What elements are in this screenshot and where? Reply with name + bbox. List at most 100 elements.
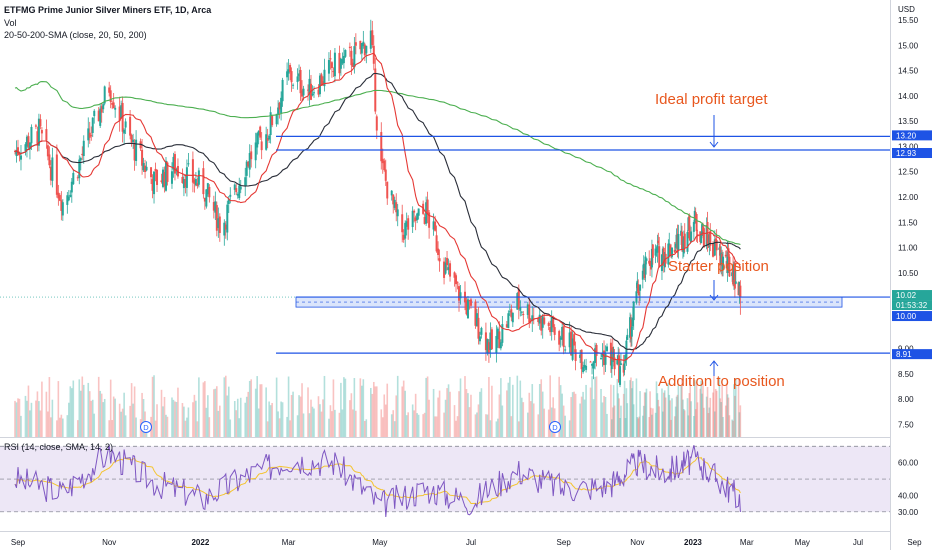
sma-legend[interactable]: 20-50-200-SMA (close, 20, 50, 200) (4, 30, 147, 40)
candle[interactable] (72, 168, 75, 185)
candle[interactable] (495, 325, 498, 363)
candle[interactable] (112, 92, 115, 109)
candle[interactable] (247, 161, 250, 168)
candle[interactable] (677, 224, 680, 259)
candle[interactable] (465, 297, 468, 316)
candle[interactable] (320, 72, 323, 87)
candle[interactable] (411, 206, 414, 233)
candle[interactable] (259, 125, 262, 140)
candle[interactable] (70, 177, 73, 203)
price-axis[interactable]: 7.50 8.00 8.50 9.00 10.50 11.00 11.50 12.00 12.5… (898, 16, 919, 429)
candle[interactable] (490, 327, 493, 350)
candle[interactable] (501, 316, 504, 347)
candle[interactable] (194, 172, 197, 187)
candle[interactable] (275, 113, 278, 127)
candle[interactable] (558, 329, 561, 352)
candle[interactable] (426, 191, 429, 224)
candle[interactable] (573, 332, 576, 353)
candle[interactable] (286, 62, 289, 85)
candle[interactable] (383, 158, 386, 172)
candle[interactable] (214, 191, 217, 221)
candle[interactable] (130, 133, 133, 147)
candle[interactable] (338, 45, 341, 79)
candle[interactable] (606, 343, 609, 352)
candle[interactable] (538, 308, 541, 330)
candle[interactable] (40, 127, 43, 142)
candle[interactable] (733, 260, 736, 298)
candle[interactable] (327, 52, 330, 82)
candle[interactable] (484, 322, 487, 361)
candle[interactable] (688, 213, 691, 241)
candle[interactable] (395, 193, 398, 222)
candle[interactable] (393, 196, 396, 211)
candle[interactable] (244, 167, 247, 197)
candle[interactable] (218, 213, 221, 242)
candle[interactable] (30, 124, 33, 151)
dividend-marker[interactable]: D (140, 421, 152, 433)
candle[interactable] (580, 349, 583, 379)
candle[interactable] (90, 126, 93, 141)
candle[interactable] (362, 30, 365, 49)
candle[interactable] (724, 250, 727, 258)
candle[interactable] (123, 127, 126, 144)
candle[interactable] (76, 175, 79, 181)
candle[interactable] (547, 321, 550, 331)
candle[interactable] (290, 67, 293, 92)
candle[interactable] (235, 184, 238, 195)
candle[interactable] (446, 251, 449, 271)
candle[interactable] (173, 151, 176, 181)
candle[interactable] (175, 167, 178, 176)
candle[interactable] (67, 190, 70, 202)
candle[interactable] (317, 84, 320, 98)
candle[interactable] (380, 122, 383, 170)
annotation-profit-target[interactable]: Ideal profit target (655, 91, 768, 108)
candle[interactable] (301, 80, 304, 102)
candle[interactable] (39, 114, 42, 130)
candle[interactable] (308, 69, 311, 106)
candles[interactable] (14, 19, 742, 388)
candle[interactable] (135, 130, 138, 166)
candle[interactable] (342, 47, 345, 69)
candle[interactable] (323, 58, 326, 92)
candle[interactable] (254, 132, 257, 169)
candle[interactable] (468, 299, 471, 310)
candle[interactable] (19, 145, 22, 171)
candle[interactable] (734, 270, 737, 285)
candle[interactable] (45, 119, 48, 149)
candle[interactable] (109, 85, 112, 109)
candle[interactable] (709, 223, 712, 252)
candle[interactable] (333, 48, 336, 83)
candle[interactable] (202, 161, 205, 199)
candle[interactable] (203, 197, 206, 210)
price-levels[interactable] (0, 135, 890, 354)
candle[interactable] (516, 292, 519, 310)
candle[interactable] (132, 133, 135, 149)
candle[interactable] (351, 58, 354, 68)
candle[interactable] (145, 161, 148, 172)
candle[interactable] (583, 359, 586, 372)
candle[interactable] (257, 130, 260, 145)
candle[interactable] (24, 142, 27, 156)
candle[interactable] (51, 147, 54, 188)
candle[interactable] (372, 35, 375, 71)
candle[interactable] (208, 184, 211, 203)
candle[interactable] (507, 310, 510, 329)
candle[interactable] (239, 179, 242, 194)
candle[interactable] (27, 132, 30, 150)
candle[interactable] (111, 100, 114, 110)
candle[interactable] (585, 358, 588, 373)
candle[interactable] (182, 174, 185, 197)
candle[interactable] (670, 247, 673, 259)
candle[interactable] (526, 301, 529, 319)
candle[interactable] (519, 300, 522, 317)
candle[interactable] (478, 331, 481, 345)
candle[interactable] (120, 100, 123, 120)
candle[interactable] (360, 42, 363, 60)
candle[interactable] (260, 132, 263, 160)
candle[interactable] (686, 230, 689, 255)
candle[interactable] (619, 361, 622, 388)
candle[interactable] (66, 191, 69, 214)
candle[interactable] (206, 182, 209, 197)
candle[interactable] (453, 271, 456, 287)
